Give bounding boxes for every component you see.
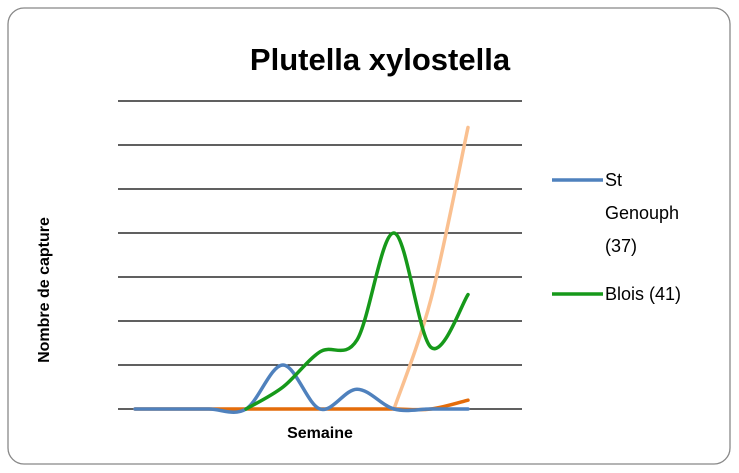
series-line: [392, 125, 470, 411]
x-axis-label: Semaine: [287, 425, 353, 442]
chart-frame: [7, 7, 731, 465]
legend-label: Blois (41): [605, 284, 682, 304]
y-axis-label: Nombre de capture: [36, 217, 53, 363]
legend-label: St Genouph (37): [605, 170, 680, 256]
series-line: [244, 231, 470, 411]
chart-title: Plutella xylostella: [250, 42, 511, 77]
series-line: [133, 363, 470, 414]
